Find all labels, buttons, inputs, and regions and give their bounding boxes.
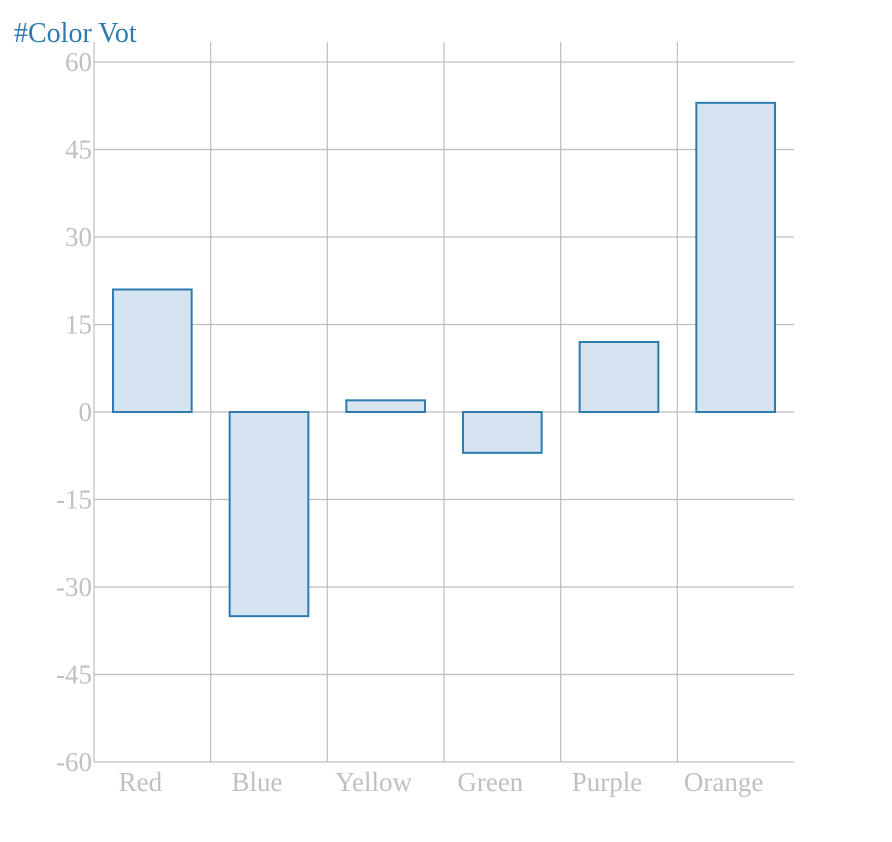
legend-series-label: #Color Vot xyxy=(14,18,137,49)
x-tick-label: Blue xyxy=(232,767,283,797)
y-axis-tick-labels: 60 45 30 15 0 -15 -30 -45 -60 xyxy=(56,47,92,777)
y-tick-label: -60 xyxy=(56,747,92,777)
x-tick-label: Green xyxy=(457,767,523,797)
y-tick-label: 0 xyxy=(79,397,93,427)
x-tick-label: Orange xyxy=(684,767,763,797)
y-tick-label: -30 xyxy=(56,572,92,602)
y-tick-label: -45 xyxy=(56,660,92,690)
y-tick-label: -15 xyxy=(56,485,92,515)
y-tick-label: 60 xyxy=(65,47,92,77)
x-tick-label: Yellow xyxy=(335,767,412,797)
bar-purple xyxy=(578,341,660,413)
grid-lines xyxy=(93,42,794,763)
y-tick-label: 15 xyxy=(65,310,92,340)
y-tick-label: 45 xyxy=(65,135,92,165)
bar-red xyxy=(112,288,193,413)
y-tick-label: 30 xyxy=(65,222,92,252)
bar-yellow xyxy=(345,399,427,414)
bar-orange xyxy=(695,101,776,413)
x-tick-label: Red xyxy=(119,767,163,797)
x-tick-label: Purple xyxy=(572,767,643,797)
x-axis-tick-labels: Red Blue Yellow Green Purple Orange xyxy=(119,767,764,797)
bar-green xyxy=(462,411,543,454)
bars xyxy=(112,101,776,618)
bar-blue xyxy=(228,411,310,618)
